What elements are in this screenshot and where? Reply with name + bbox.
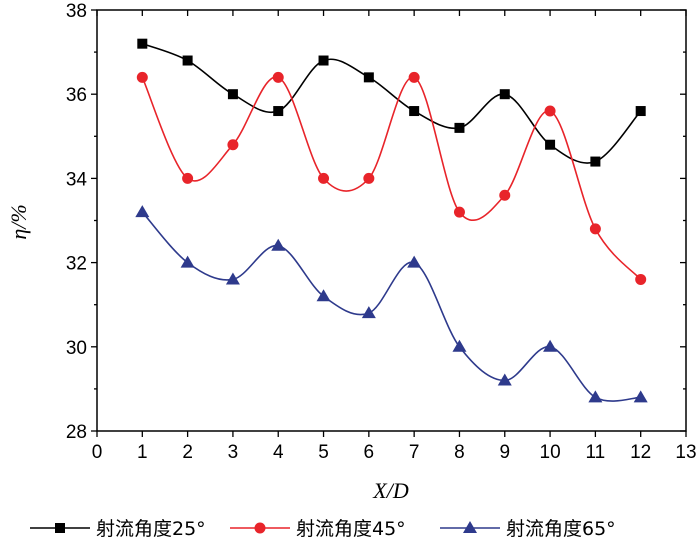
data-point — [225, 272, 240, 285]
data-point — [272, 71, 284, 83]
data-point — [182, 55, 193, 66]
data-point — [180, 255, 195, 268]
data-point — [137, 38, 148, 49]
x-tick-label: 4 — [273, 442, 284, 463]
data-point — [135, 205, 150, 218]
data-point — [271, 238, 286, 251]
data-point — [588, 390, 603, 403]
data-point — [361, 306, 376, 319]
x-tick-label: 10 — [540, 442, 561, 463]
x-tick-label: 9 — [499, 442, 510, 463]
data-point — [454, 122, 465, 133]
y-tick-label: 28 — [66, 422, 87, 443]
x-tick-label: 6 — [364, 442, 375, 463]
y-tick-label: 30 — [66, 338, 87, 359]
data-point — [227, 89, 238, 100]
legend-marker — [55, 523, 65, 533]
data-point — [589, 223, 601, 235]
legend-label: 射流角度25° — [96, 518, 206, 540]
data-point — [453, 206, 465, 218]
series-line-1 — [141, 76, 642, 280]
x-axis-label: X/D — [372, 478, 409, 503]
data-point — [182, 172, 194, 184]
data-point — [544, 105, 556, 117]
data-point — [409, 106, 420, 117]
x-tick-label: 11 — [586, 442, 606, 463]
data-point — [363, 72, 374, 83]
data-point — [545, 139, 556, 150]
data-point — [408, 71, 420, 83]
data-point — [635, 106, 646, 117]
x-tick-label: 12 — [630, 442, 651, 463]
data-point — [499, 89, 510, 100]
y-tick-label: 38 — [66, 1, 87, 22]
data-point — [273, 106, 284, 117]
x-tick-label: 1 — [137, 442, 148, 463]
x-tick-label: 2 — [182, 442, 193, 463]
plot-frame — [96, 9, 687, 432]
data-point — [363, 172, 375, 184]
legend-marker — [463, 521, 477, 533]
data-point — [227, 139, 239, 151]
data-point — [590, 156, 601, 167]
data-point — [316, 289, 331, 302]
y-tick-label: 36 — [66, 85, 87, 106]
x-tick-label: 3 — [228, 442, 239, 463]
data-point — [497, 373, 512, 386]
x-tick-label: 5 — [318, 442, 329, 463]
data-point — [318, 172, 330, 184]
data-point — [499, 189, 511, 201]
data-point — [136, 71, 148, 83]
data-point — [635, 273, 647, 285]
data-point — [633, 390, 648, 403]
y-tick-label: 32 — [66, 254, 87, 275]
data-point — [407, 255, 422, 268]
legend-label: 射流角度65° — [506, 518, 616, 540]
x-tick-label: 8 — [454, 442, 465, 463]
y-tick-label: 34 — [66, 169, 88, 190]
legend-marker — [254, 522, 266, 534]
x-tick-label: 7 — [409, 442, 420, 463]
y-axis-label: η/% — [6, 204, 31, 239]
data-point — [318, 55, 329, 66]
x-tick-label: 13 — [675, 442, 696, 463]
x-tick-label: 0 — [92, 442, 103, 463]
data-point — [452, 339, 467, 352]
data-point — [543, 339, 558, 352]
series-line-0 — [142, 42, 642, 164]
legend-label: 射流角度45° — [296, 518, 406, 540]
series-line-2 — [141, 211, 641, 402]
